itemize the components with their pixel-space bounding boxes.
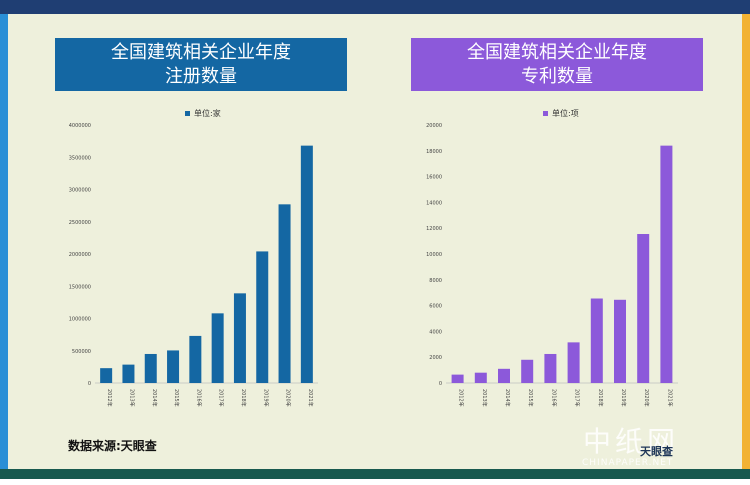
left-ytick-label: 4000000	[69, 123, 91, 129]
left-ytick-label: 2500000	[69, 220, 91, 226]
left-ytick-label: 1000000	[69, 317, 91, 323]
right-legend: 单位:项	[543, 108, 579, 119]
left-ytick-label: 1500000	[69, 284, 91, 290]
right-xtick-label: 2017年	[574, 389, 581, 407]
left-legend-label: 单位:家	[194, 109, 221, 118]
right-ytick-label: 14000	[426, 200, 442, 206]
left-bar	[300, 145, 313, 383]
right-ytick-label: 2000	[429, 355, 442, 361]
left-title-line1: 全国建筑相关企业年度	[111, 41, 291, 63]
right-bar	[474, 372, 487, 383]
right-bar	[451, 374, 464, 383]
left-bar	[211, 313, 224, 383]
bottom-border	[0, 469, 750, 479]
right-border	[742, 14, 750, 469]
left-ytick-label: 0	[88, 381, 91, 387]
right-bar	[614, 299, 626, 383]
right-ytick-label: 12000	[426, 226, 442, 232]
left-xtick-label: 2016年	[195, 389, 202, 407]
right-xtick-label: 2013年	[481, 389, 488, 407]
right-title-line2: 专利数量	[521, 65, 593, 87]
right-ytick-label: 16000	[426, 175, 442, 181]
left-xtick-label: 2018年	[240, 389, 247, 407]
watermark-brand: 天眼查	[640, 445, 673, 458]
left-legend: 单位:家	[185, 108, 221, 119]
left-xtick-label: 2019年	[262, 389, 269, 407]
left-bar	[256, 251, 269, 383]
right-xtick-label: 2012年	[458, 389, 465, 407]
right-legend-swatch	[543, 111, 548, 116]
right-bar	[660, 145, 673, 383]
left-xtick-label: 2020年	[285, 389, 292, 407]
right-xtick-label: 2020年	[643, 389, 650, 407]
data-source: 数据来源:天眼查	[68, 439, 157, 453]
left-ytick-label: 3000000	[69, 188, 91, 194]
right-ytick-label: 18000	[426, 149, 442, 155]
right-ytick-label: 8000	[429, 278, 442, 284]
right-ytick-label: 4000	[429, 329, 442, 335]
right-ytick-label: 0	[439, 381, 442, 387]
left-legend-swatch	[185, 111, 190, 116]
right-title-line1: 全国建筑相关企业年度	[467, 41, 647, 63]
left-title-line2: 注册数量	[165, 65, 237, 87]
left-bar	[167, 350, 180, 383]
right-xtick-label: 2021年	[666, 389, 673, 407]
right-xtick-label: 2014年	[504, 389, 511, 407]
right-ytick-label: 10000	[426, 252, 442, 258]
left-bar	[189, 335, 202, 383]
right-bar	[544, 353, 557, 383]
left-ytick-label: 500000	[72, 349, 91, 355]
bottom-strip	[0, 479, 750, 485]
left-bar	[278, 204, 291, 383]
left-bar	[233, 293, 246, 383]
left-xtick-label: 2021年	[307, 389, 314, 407]
right-bar	[498, 368, 510, 383]
right-xtick-label: 2016年	[550, 389, 557, 407]
right-bar	[637, 234, 650, 383]
right-xtick-label: 2019年	[620, 389, 627, 407]
left-xtick-label: 2017年	[218, 389, 225, 407]
left-ytick-label: 3500000	[69, 155, 91, 161]
right-legend-label: 单位:项	[552, 109, 579, 118]
left-border	[0, 14, 8, 469]
left-chart-title: 全国建筑相关企业年度 注册数量	[55, 38, 347, 91]
left-xtick-label: 2012年	[106, 389, 113, 407]
left-bar	[144, 353, 157, 383]
left-xtick-label: 2015年	[173, 389, 180, 407]
right-ytick-label: 6000	[429, 304, 442, 310]
left-bar	[122, 364, 135, 383]
watermark-text: 中纸网	[583, 425, 680, 458]
left-xtick-label: 2013年	[128, 389, 135, 407]
right-chart-title: 全国建筑相关企业年度 专利数量	[411, 38, 703, 91]
right-bar	[521, 359, 534, 383]
left-ytick-label: 2000000	[69, 252, 91, 258]
watermark-url: CHINAPAPER.NET	[582, 458, 674, 468]
top-border	[0, 0, 750, 14]
right-xtick-label: 2018年	[597, 389, 604, 407]
right-bar	[590, 298, 603, 383]
left-bar	[100, 368, 113, 383]
left-xtick-label: 2014年	[151, 389, 158, 407]
right-bar	[567, 342, 580, 383]
right-ytick-label: 20000	[426, 123, 442, 129]
right-xtick-label: 2015年	[527, 389, 534, 407]
